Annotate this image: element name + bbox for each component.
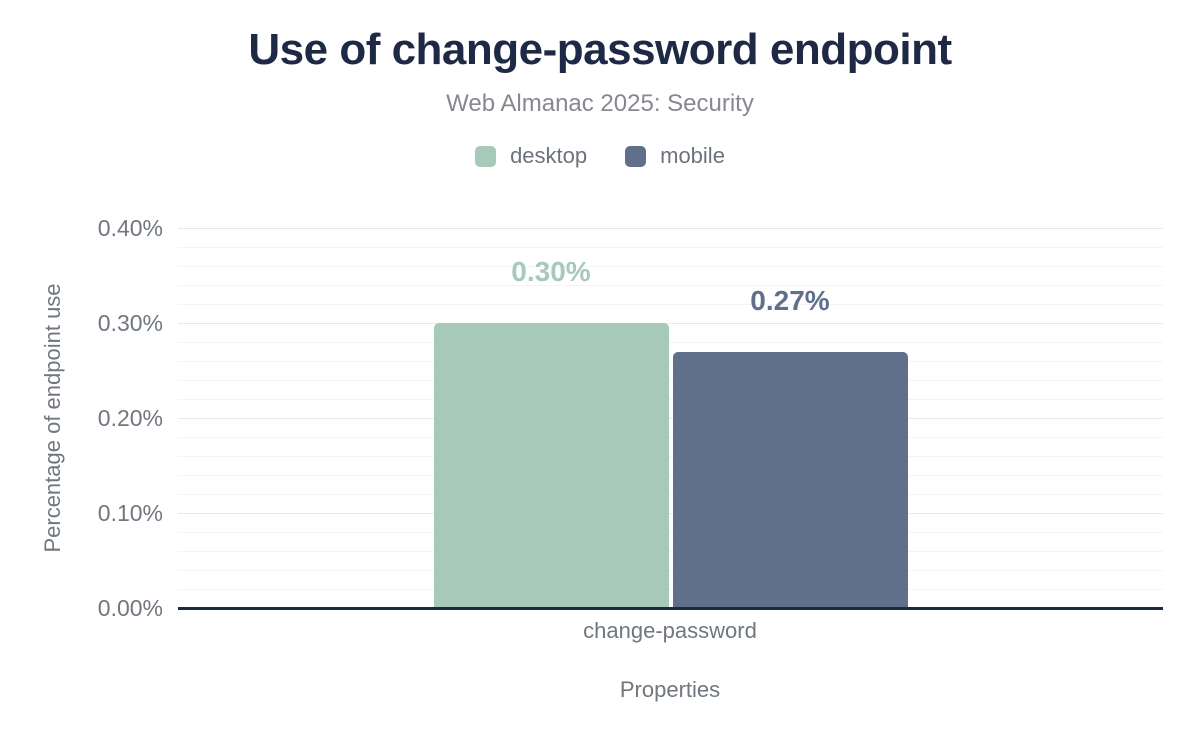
gridline-minor (178, 570, 1163, 571)
gridline-minor (178, 266, 1163, 267)
legend-item-mobile[interactable]: mobile (625, 143, 725, 169)
gridline-major (178, 418, 1163, 419)
data-label-desktop: 0.30% (511, 256, 591, 287)
gridline-minor (178, 285, 1163, 286)
gridline-major (178, 513, 1163, 514)
y-tick-label: 0.10% (97, 500, 163, 526)
bar-mobile[interactable] (673, 352, 908, 609)
legend-swatch-icon (475, 145, 497, 167)
gridline-minor (178, 342, 1163, 343)
x-axis-baseline (178, 607, 1163, 610)
gridline-major (178, 323, 1163, 324)
gridline-minor (178, 399, 1163, 400)
x-axis-title: Properties (619, 677, 721, 702)
data-label-mobile: 0.27% (750, 285, 830, 316)
gridline-minor (178, 247, 1163, 248)
gridline-minor (178, 456, 1163, 457)
gridline-minor (178, 494, 1163, 495)
gridline-minor (178, 589, 1163, 590)
gridline-minor (178, 532, 1163, 533)
y-axis-title: Percentage of endpoint use (40, 283, 65, 553)
chart-legend: desktop mobile (0, 143, 1200, 169)
legend-swatch-icon (625, 145, 647, 167)
gridline-major (178, 228, 1163, 229)
bar-desktop[interactable] (434, 323, 669, 608)
gridline-minor (178, 437, 1163, 438)
gridline-minor (178, 380, 1163, 381)
chart-subtitle: Web Almanac 2025: Security (446, 90, 754, 117)
chart-title: Use of change-password endpoint (248, 25, 952, 74)
x-category-label: change-password (583, 618, 757, 643)
gridline-minor (178, 475, 1163, 476)
y-tick-label: 0.00% (97, 595, 163, 621)
legend-label: desktop (510, 143, 588, 168)
gridline-minor (178, 304, 1163, 305)
legend-item-desktop[interactable]: desktop (475, 143, 587, 169)
legend-label: mobile (660, 143, 725, 168)
y-tick-label: 0.40% (97, 215, 163, 241)
gridline-minor (178, 361, 1163, 362)
y-tick-label: 0.20% (97, 405, 163, 431)
gridline-minor (178, 551, 1163, 552)
y-tick-label: 0.30% (97, 310, 163, 336)
